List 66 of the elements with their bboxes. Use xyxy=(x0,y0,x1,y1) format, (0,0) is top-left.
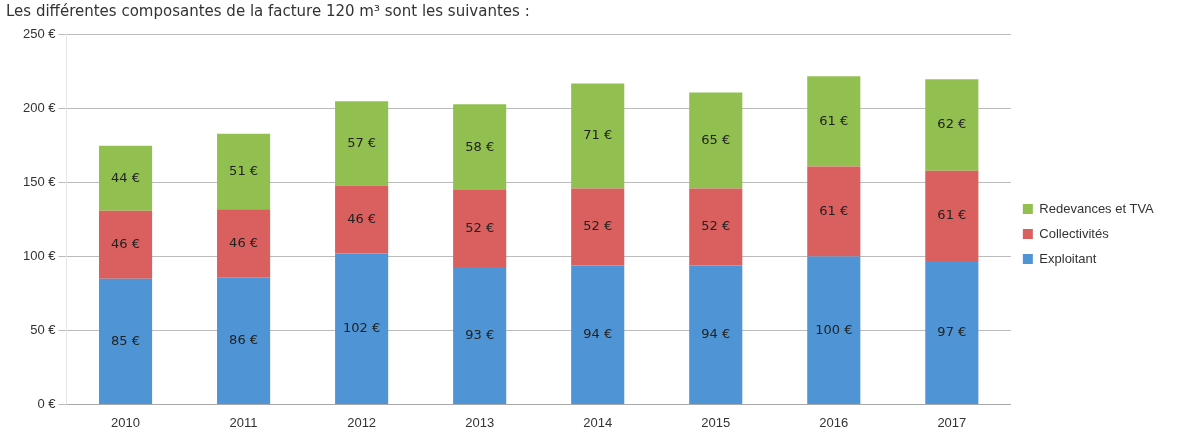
data-label: 51 € xyxy=(229,162,259,178)
chart-title: Les différentes composantes de la facture 120 m³ sont les suivantes : xyxy=(5,1,531,22)
bar xyxy=(217,209,271,278)
bar xyxy=(335,185,389,254)
x-tick-label: 2015 xyxy=(701,414,731,430)
y-tick-label: 250 € xyxy=(22,26,57,42)
data-label: 61 € xyxy=(819,202,849,218)
data-label: 102 € xyxy=(343,320,381,336)
y-tick-label: 200 € xyxy=(22,100,57,116)
bar xyxy=(453,104,507,191)
data-label: 58 € xyxy=(465,138,495,154)
data-label: 94 € xyxy=(701,326,731,342)
legend-label: Redevances et TVA xyxy=(1039,200,1155,216)
bar xyxy=(98,145,153,211)
bar xyxy=(98,278,153,404)
bar xyxy=(453,190,507,267)
legend-label: Exploitant xyxy=(1039,250,1097,266)
data-label: 46 € xyxy=(347,210,377,226)
data-label: 52 € xyxy=(465,219,495,235)
y-tick-label: 150 € xyxy=(22,174,57,190)
bar xyxy=(689,188,743,266)
bar xyxy=(335,253,389,404)
bar xyxy=(689,265,743,404)
bar xyxy=(925,79,979,171)
y-tick-label: 50 € xyxy=(30,322,57,338)
bar xyxy=(925,170,979,261)
data-label: 85 € xyxy=(111,332,141,348)
data-label: 52 € xyxy=(583,218,613,234)
x-tick-label: 2012 xyxy=(347,414,377,430)
data-label: 61 € xyxy=(819,112,849,128)
bar xyxy=(925,261,979,404)
bar xyxy=(98,210,153,279)
bar xyxy=(217,133,271,210)
y-tick-label: 0 € xyxy=(37,395,57,411)
data-label: 57 € xyxy=(347,134,377,150)
legend-label: Collectivités xyxy=(1039,225,1110,241)
x-tick-label: 2017 xyxy=(937,414,967,430)
bar xyxy=(807,256,861,404)
x-tick-label: 2014 xyxy=(583,414,613,430)
data-label: 46 € xyxy=(111,236,141,252)
bar xyxy=(689,92,743,189)
x-tick-label: 2011 xyxy=(229,414,258,430)
data-label: 44 € xyxy=(111,169,141,185)
data-label: 62 € xyxy=(937,116,967,132)
data-label: 94 € xyxy=(583,326,613,342)
data-label: 71 € xyxy=(583,127,613,143)
bar xyxy=(571,188,625,266)
data-label: 97 € xyxy=(937,323,967,339)
x-tick-label: 2010 xyxy=(111,414,141,430)
data-label: 86 € xyxy=(229,331,259,347)
data-label: 46 € xyxy=(229,234,259,250)
data-label: 65 € xyxy=(701,131,731,147)
x-tick-label: 2016 xyxy=(819,414,849,430)
y-tick-label: 100 € xyxy=(22,248,57,264)
bar xyxy=(571,83,625,189)
bar xyxy=(217,277,271,404)
data-label: 61 € xyxy=(937,207,967,223)
data-label: 52 € xyxy=(701,218,731,234)
bar xyxy=(807,76,861,167)
bar xyxy=(453,266,507,404)
bar xyxy=(807,166,861,257)
data-label: 100 € xyxy=(815,321,853,337)
x-tick-label: 2013 xyxy=(465,414,495,430)
bar xyxy=(335,101,389,186)
bar xyxy=(571,265,625,404)
data-label: 93 € xyxy=(465,326,495,342)
